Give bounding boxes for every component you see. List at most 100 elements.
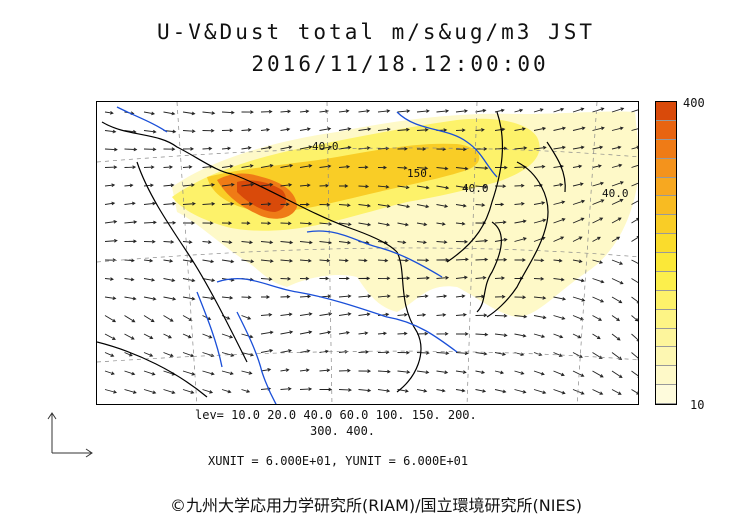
wind-arrow: [299, 258, 312, 263]
wind-arrow: [358, 388, 372, 393]
wind-arrow: [572, 296, 586, 302]
wind-arrow: [163, 183, 175, 188]
wind-arrow: [533, 315, 547, 320]
wind-arrow: [397, 204, 411, 209]
wind-arrow: [241, 389, 251, 393]
wind-arrow: [280, 259, 293, 263]
wind-arrow: [299, 387, 313, 391]
wind-arrow: [280, 276, 292, 281]
wind-arrow: [182, 370, 196, 376]
wind-arrow: [163, 165, 173, 169]
wind-arrow: [338, 203, 351, 208]
colorbar: [655, 101, 677, 405]
wind-arrow: [514, 370, 525, 375]
wind-arrow: [533, 333, 546, 338]
wind-arrow: [143, 315, 155, 323]
wind-arrow: [124, 296, 137, 301]
wind-arrow: [202, 389, 214, 394]
wind-arrow: [436, 222, 446, 226]
wind-arrow: [553, 126, 566, 131]
wind-arrow: [553, 277, 565, 282]
wind-arrow: [319, 145, 333, 150]
wind-arrow: [319, 202, 331, 207]
wind-arrow: [592, 315, 603, 321]
wind-arrow: [436, 204, 449, 208]
wind-arrow: [436, 332, 449, 336]
wind-arrow: [260, 312, 273, 317]
wind-arrow: [514, 237, 527, 242]
wind-arrow: [514, 314, 528, 319]
wind-arrow: [299, 330, 313, 335]
wind-arrow: [221, 389, 232, 394]
wind-arrow: [397, 370, 411, 374]
wind-arrow: [475, 275, 487, 280]
wind-arrow: [338, 222, 352, 227]
wind-arrow: [280, 221, 292, 226]
wind-arrow: [494, 127, 506, 132]
wind-arrow: [416, 204, 430, 209]
wind-arrow: [124, 165, 137, 170]
wind-arrow: [104, 315, 117, 323]
wind-arrow: [377, 109, 391, 113]
wind-arrow: [143, 352, 154, 357]
wind-arrow: [377, 312, 390, 317]
wind-arrow: [533, 201, 546, 205]
wind-arrow: [572, 164, 583, 169]
wind-arrow: [572, 199, 586, 205]
wind-arrow: [553, 315, 566, 320]
vector-units: XUNIT = 6.000E+01, YUNIT = 6.000E+01: [208, 454, 469, 468]
wind-arrow: [358, 109, 371, 113]
wind-arrow: [592, 199, 605, 205]
wind-arrow: [631, 182, 638, 187]
wind-arrow: [202, 278, 216, 283]
wind-arrow: [397, 185, 410, 190]
wind-arrow: [241, 202, 253, 206]
wind-arrow: [397, 166, 408, 170]
wind-arrow: [143, 258, 154, 263]
colorbar-band: [656, 253, 676, 272]
wind-arrow: [553, 352, 563, 357]
wind-arrow: [202, 146, 213, 151]
wind-arrow: [533, 126, 547, 131]
contour-label: 40.0: [312, 140, 339, 153]
wind-arrow: [241, 221, 251, 225]
wind-arrow: [221, 333, 234, 339]
wind-arrow: [260, 240, 274, 245]
wind-arrow: [436, 258, 450, 262]
wind-arrow: [611, 333, 621, 341]
wind-arrow: [280, 202, 290, 207]
wind-arrow: [494, 389, 507, 394]
wind-arrow: [494, 313, 508, 318]
wind-arrow: [572, 370, 585, 377]
wind-arrow: [611, 198, 624, 205]
wind-arrow: [104, 219, 118, 224]
wind-arrow: [221, 164, 234, 169]
wind-arrow: [572, 217, 585, 224]
wind-arrow: [416, 147, 427, 151]
wind-arrow: [416, 222, 428, 227]
wind-arrow: [280, 163, 294, 168]
wind-arrow: [358, 203, 371, 208]
wind-arrow: [514, 108, 524, 113]
wind-arrow: [455, 332, 469, 336]
wind-arrow: [475, 166, 489, 170]
wind-arrow: [241, 240, 254, 245]
wind-arrow: [416, 240, 427, 245]
wind-arrow: [124, 183, 134, 188]
wind-arrow: [572, 259, 583, 264]
wind-arrow: [631, 296, 638, 304]
wind-arrow: [436, 240, 448, 244]
wind-arrow: [358, 350, 370, 354]
wind-arrow: [572, 333, 582, 339]
wind-arrow: [475, 370, 486, 375]
wind-arrow: [280, 312, 293, 317]
colorbar-band: [656, 347, 676, 367]
wind-arrow: [377, 258, 389, 263]
wind-arrow: [221, 240, 233, 245]
wind-arrow: [397, 127, 410, 132]
wind-arrow: [455, 166, 469, 171]
wind-arrow: [455, 351, 469, 356]
wind-arrow: [241, 164, 254, 168]
wind-arrow: [182, 111, 196, 116]
wind-arrow: [319, 312, 333, 316]
